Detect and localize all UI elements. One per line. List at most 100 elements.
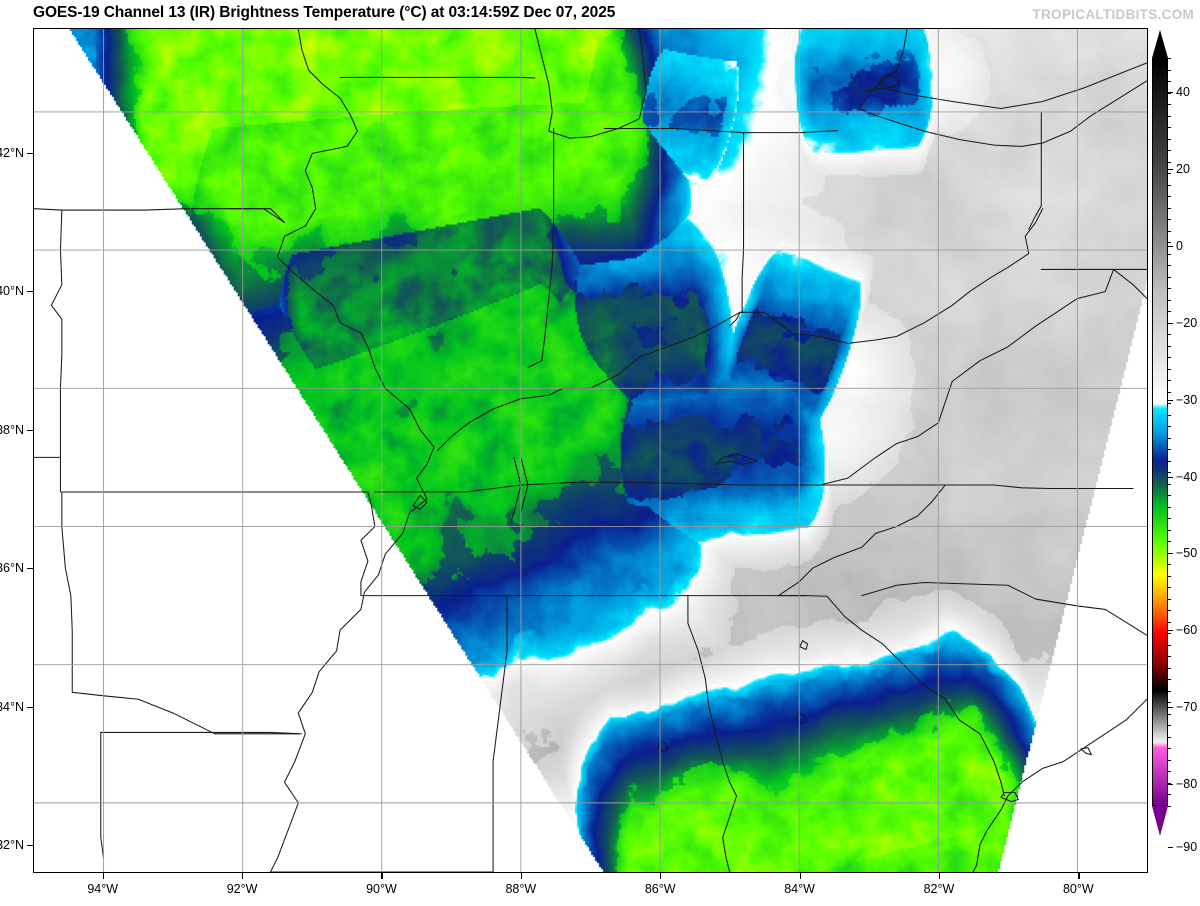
colorbar-minor-tick bbox=[1168, 771, 1171, 773]
attribution-watermark: TROPICALTIDBITS.COM bbox=[1032, 7, 1194, 22]
latitude-tick-label: 36°N bbox=[0, 561, 24, 576]
colorbar-tick bbox=[1168, 784, 1173, 786]
colorbar-tick-label: −20 bbox=[1176, 315, 1198, 330]
colorbar-minor-tick bbox=[1168, 460, 1171, 462]
latitude-tick-label: 42°N bbox=[0, 145, 24, 160]
longitude-tick-label: 92°W bbox=[226, 882, 258, 896]
colorbar-tick bbox=[1168, 553, 1173, 555]
colorbar-minor-tick bbox=[1168, 391, 1171, 393]
longitude-tick bbox=[381, 873, 383, 879]
colorbar-minor-tick bbox=[1168, 633, 1171, 635]
colorbar-minor-tick bbox=[1168, 138, 1171, 140]
colorbar-minor-tick bbox=[1168, 334, 1171, 336]
longitude-tick bbox=[1078, 873, 1080, 879]
colorbar-gradient-bar bbox=[1152, 58, 1168, 806]
colorbar-minor-tick bbox=[1168, 667, 1171, 669]
longitude-tick bbox=[520, 873, 522, 879]
colorbar-minor-tick bbox=[1168, 702, 1171, 704]
colorbar-minor-tick bbox=[1168, 115, 1171, 117]
colorbar-minor-tick bbox=[1168, 322, 1171, 324]
colorbar[interactable]: 40 20 0 −20 −30 −40 −50 −60 −70 −80 −90 bbox=[1152, 28, 1200, 873]
colorbar-tick bbox=[1168, 707, 1173, 709]
latitude-tick-label: 38°N bbox=[0, 422, 24, 437]
latitude-tick bbox=[27, 152, 33, 154]
latitude-tick bbox=[27, 429, 33, 431]
colorbar-minor-tick bbox=[1168, 403, 1171, 405]
colorbar-tick-label: −40 bbox=[1176, 469, 1198, 484]
colorbar-minor-tick bbox=[1168, 253, 1171, 255]
colorbar-tick bbox=[1168, 168, 1173, 170]
colorbar-minor-tick bbox=[1168, 368, 1171, 370]
colorbar-minor-tick bbox=[1168, 610, 1171, 612]
colorbar-tick-label: 0 bbox=[1176, 238, 1183, 253]
colorbar-minor-tick bbox=[1168, 483, 1171, 485]
colorbar-tick-label: 20 bbox=[1176, 161, 1190, 176]
colorbar-tick-label: −90 bbox=[1176, 840, 1198, 855]
colorbar-minor-tick bbox=[1168, 644, 1171, 646]
colorbar-minor-tick bbox=[1168, 552, 1171, 554]
colorbar-minor-tick bbox=[1168, 575, 1171, 577]
longitude-tick bbox=[660, 873, 662, 879]
colorbar-minor-tick bbox=[1168, 506, 1171, 508]
latitude-tick bbox=[27, 845, 33, 847]
satellite-brightness-temperature-raster bbox=[34, 29, 1147, 872]
colorbar-minor-tick bbox=[1168, 219, 1171, 221]
colorbar-minor-tick bbox=[1168, 207, 1171, 209]
colorbar-minor-tick bbox=[1168, 150, 1171, 152]
colorbar-minor-tick bbox=[1168, 288, 1171, 290]
latitude-tick bbox=[27, 568, 33, 570]
colorbar-minor-tick bbox=[1168, 311, 1171, 313]
colorbar-extend-max-arrow bbox=[1152, 30, 1168, 58]
longitude-tick-label: 86°W bbox=[644, 882, 676, 896]
colorbar-minor-tick bbox=[1168, 81, 1171, 82]
colorbar-minor-tick bbox=[1168, 127, 1171, 129]
colorbar-minor-tick bbox=[1168, 230, 1171, 232]
colorbar-minor-tick bbox=[1168, 276, 1171, 278]
colorbar-minor-tick bbox=[1168, 587, 1171, 589]
latlon-gridlines bbox=[34, 29, 1147, 872]
latitude-tick bbox=[27, 706, 33, 708]
colorbar-minor-tick bbox=[1168, 357, 1171, 359]
colorbar-minor-tick bbox=[1168, 265, 1171, 267]
colorbar-tick-label: −30 bbox=[1176, 392, 1198, 407]
colorbar-tick-label: −50 bbox=[1176, 546, 1198, 561]
colorbar-tick bbox=[1168, 847, 1173, 849]
colorbar-minor-tick bbox=[1168, 414, 1171, 416]
colorbar-tick bbox=[1168, 399, 1173, 401]
colorbar-minor-tick bbox=[1168, 748, 1171, 750]
longitude-tick-label: 88°W bbox=[505, 882, 537, 896]
colorbar-extend-min-arrow bbox=[1152, 806, 1168, 836]
longitude-tick-label: 90°W bbox=[366, 882, 397, 896]
colorbar-minor-tick bbox=[1168, 299, 1171, 301]
longitude-tick bbox=[799, 873, 801, 879]
colorbar-minor-tick bbox=[1168, 242, 1171, 244]
colorbar-minor-tick bbox=[1168, 449, 1171, 451]
colorbar-tick bbox=[1168, 245, 1173, 247]
latitude-tick-label: 40°N bbox=[0, 284, 24, 299]
colorbar-minor-tick bbox=[1168, 437, 1171, 439]
colorbar-minor-tick bbox=[1168, 196, 1171, 198]
colorbar-minor-tick bbox=[1168, 541, 1171, 543]
map-clip bbox=[34, 29, 1147, 872]
colorbar-tick-label: −80 bbox=[1176, 777, 1198, 792]
colorbar-minor-tick bbox=[1168, 345, 1171, 347]
colorbar-minor-tick bbox=[1168, 806, 1171, 807]
colorbar-minor-tick bbox=[1168, 69, 1171, 71]
longitude-tick-label: 94°W bbox=[87, 882, 119, 896]
colorbar-minor-tick bbox=[1168, 713, 1171, 715]
colorbar-tick bbox=[1168, 630, 1173, 632]
colorbar-minor-tick bbox=[1168, 426, 1171, 428]
colorbar-minor-tick bbox=[1168, 656, 1171, 658]
colorbar-minor-tick bbox=[1168, 529, 1171, 531]
longitude-tick bbox=[242, 873, 244, 879]
colorbar-tick-label: 40 bbox=[1176, 85, 1190, 100]
map-plot-area[interactable] bbox=[33, 28, 1148, 873]
colorbar-minor-tick bbox=[1168, 564, 1171, 566]
colorbar-minor-tick bbox=[1168, 736, 1171, 738]
colorbar-minor-tick bbox=[1168, 161, 1171, 163]
colorbar-minor-tick bbox=[1168, 794, 1171, 796]
colorbar-minor-tick bbox=[1168, 782, 1171, 784]
colorbar-minor-tick bbox=[1168, 725, 1171, 727]
colorbar-minor-tick bbox=[1168, 598, 1171, 600]
